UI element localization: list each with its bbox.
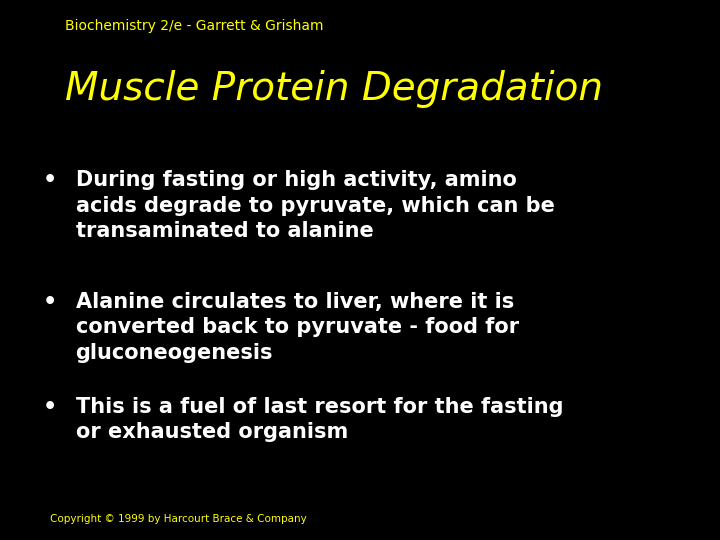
Text: •: • [43,292,58,312]
Text: During fasting or high activity, amino
acids degrade to pyruvate, which can be
t: During fasting or high activity, amino a… [76,170,554,241]
Text: Biochemistry 2/e - Garrett & Grisham: Biochemistry 2/e - Garrett & Grisham [65,19,323,33]
Text: Muscle Protein Degradation: Muscle Protein Degradation [65,70,603,108]
Text: This is a fuel of last resort for the fasting
or exhausted organism: This is a fuel of last resort for the fa… [76,397,563,442]
Text: •: • [43,170,58,190]
Text: Copyright © 1999 by Harcourt Brace & Company: Copyright © 1999 by Harcourt Brace & Com… [50,514,307,524]
Text: •: • [43,397,58,417]
Text: Alanine circulates to liver, where it is
converted back to pyruvate - food for
g: Alanine circulates to liver, where it is… [76,292,518,363]
